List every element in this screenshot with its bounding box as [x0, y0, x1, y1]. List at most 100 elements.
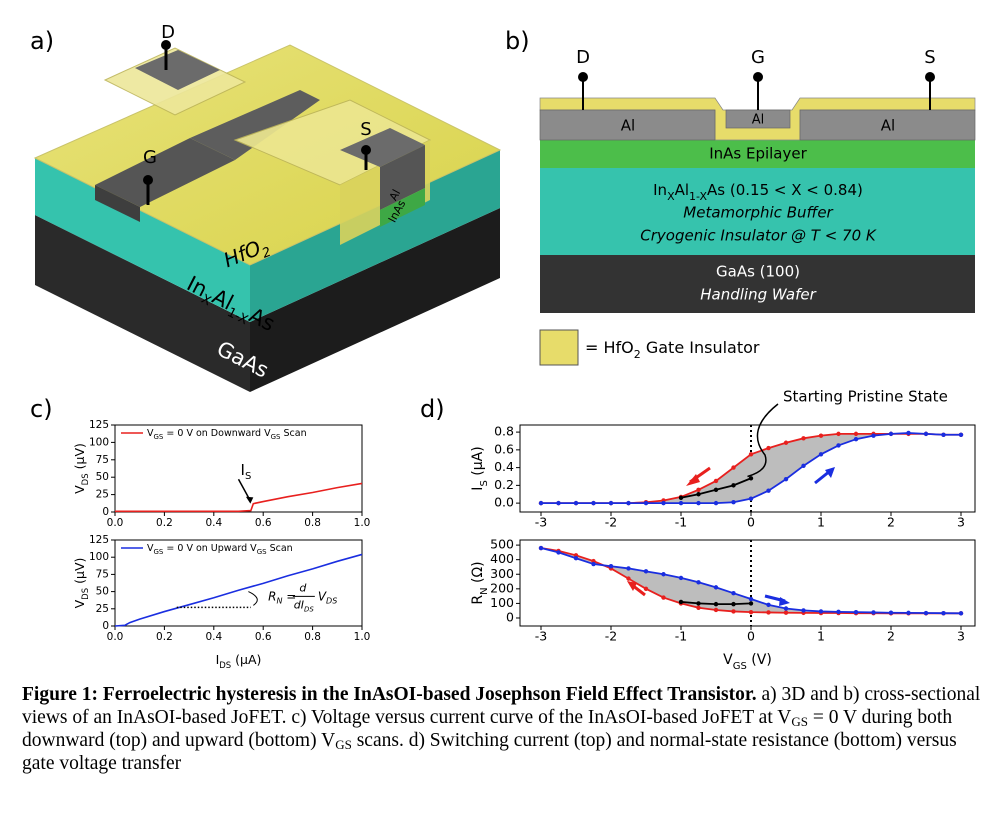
y-tick-label: 0.2: [494, 477, 514, 492]
x-tick-label: 0.6: [255, 631, 272, 643]
x-tick-label: 0: [747, 515, 755, 530]
x-tick-label: 1.0: [354, 517, 371, 529]
panel-label: b): [505, 27, 530, 55]
text-part: = 0 V on Upward V: [163, 543, 257, 554]
x-tick-label: 0.0: [107, 631, 124, 643]
text-part: R: [268, 589, 276, 603]
data-point: [713, 478, 719, 484]
data-point: [801, 463, 806, 469]
data-point: [538, 545, 544, 551]
y-tick-label: 100: [490, 595, 514, 610]
annotation-arrow: [237, 478, 251, 500]
y-tick-label: 0: [506, 609, 514, 624]
terminal-label: G: [143, 147, 157, 168]
device-3d: [33, 44, 502, 392]
data-point: [783, 440, 789, 445]
x-tick-label: -3: [535, 629, 547, 644]
caption-text: a) 3D and b) cross-sectional views of an…: [22, 684, 980, 774]
annotation-arrow: [747, 403, 779, 478]
text-part: I: [241, 461, 245, 479]
x-tick-label: 0.6: [255, 517, 272, 529]
data-point: [713, 500, 719, 506]
panel-cd-labels: c) d): [30, 395, 445, 423]
text-part: DS: [81, 473, 91, 485]
x-tick-label: 0.2: [156, 631, 173, 643]
text-part: DS: [219, 661, 231, 671]
caption-part: = 0 V during both downward (top) and upw…: [22, 707, 953, 751]
y-axis-label: VDS (μV): [72, 443, 91, 494]
text-part: DS: [304, 605, 314, 613]
data-point: [958, 611, 964, 616]
y-tick-label: 50: [96, 586, 109, 598]
text-part: V: [72, 599, 87, 608]
y-tick-label: 400: [490, 551, 514, 566]
caption: Figure 1: Ferroelectric hysteresis in th…: [22, 683, 987, 775]
panel-a-labels: a) D G S Al InAs: [30, 22, 408, 225]
data-point: [958, 432, 964, 437]
formula: RN =: [268, 589, 296, 606]
layer-label: Handling Wafer: [700, 286, 816, 304]
panel-label: d): [420, 395, 445, 423]
data-point: [661, 572, 666, 577]
text-part: (μA): [231, 652, 261, 667]
panel-b-labels: b) D G S Al Al Al InAs Epilayer InXAl1-X…: [505, 27, 936, 361]
data-point: [556, 500, 561, 506]
text-part: GS: [154, 548, 164, 556]
data-point: [696, 500, 701, 506]
data-point: [783, 476, 789, 482]
y-tick-label: 75: [96, 454, 109, 466]
data-point: [731, 500, 736, 505]
text-part: X: [667, 190, 675, 203]
data-point: [766, 602, 771, 608]
text-part: Scan: [267, 543, 293, 554]
text-part: (μV): [72, 558, 87, 588]
y-tick-label: 0.6: [494, 441, 514, 456]
annotation-arrowhead: [245, 496, 254, 504]
x-tick-label: 1: [817, 629, 825, 644]
text-part: 1-X: [689, 190, 707, 203]
data-point: [626, 566, 631, 571]
data-point: [713, 585, 719, 590]
data-point: [818, 609, 824, 614]
formula: VDS: [318, 589, 337, 606]
x-axis-label: VGS (V): [723, 652, 772, 672]
x-tick-label: 0.8: [304, 631, 321, 643]
data-point: [853, 609, 859, 615]
panel-label: a): [30, 27, 54, 55]
data-point: [661, 500, 666, 506]
data-point: [748, 596, 754, 602]
data-point: [678, 575, 684, 581]
y-tick-label: 0.0: [494, 495, 514, 510]
data-point: [696, 492, 701, 497]
data-point: [766, 445, 771, 451]
caption-part: GS: [335, 737, 352, 752]
annotation: Starting Pristine State: [783, 388, 948, 406]
data-point: [731, 591, 736, 596]
data-point: [643, 586, 649, 592]
y-tick-label: 100: [89, 436, 109, 448]
data-point: [608, 500, 614, 506]
layer-label: InXAl1-XAs (0.15 < X < 0.84): [653, 181, 863, 203]
plot-frame: [114, 539, 363, 627]
data-point: [766, 488, 771, 493]
data-point: [696, 601, 701, 606]
layer-label: Metamorphic Buffer: [683, 204, 833, 222]
data-point: [696, 580, 701, 585]
data-point: [801, 608, 806, 613]
y-tick-label: 200: [490, 580, 514, 595]
x-tick-label: 1: [817, 515, 825, 530]
data-point: [748, 496, 754, 501]
text-part: Scan: [280, 428, 306, 439]
series-line: [115, 482, 363, 513]
formula: d: [299, 581, 307, 594]
annotation: IS: [241, 461, 252, 482]
text-part: N: [276, 596, 282, 605]
text-part: I: [216, 652, 220, 667]
data-point: [836, 609, 841, 615]
text-part: =: [282, 589, 296, 603]
panel-label: c): [30, 395, 53, 423]
x-tick-label: 2: [887, 515, 895, 530]
text-part: GS: [271, 433, 281, 441]
layer-label: Cryogenic Insulator @ T < 70 K: [640, 227, 877, 245]
